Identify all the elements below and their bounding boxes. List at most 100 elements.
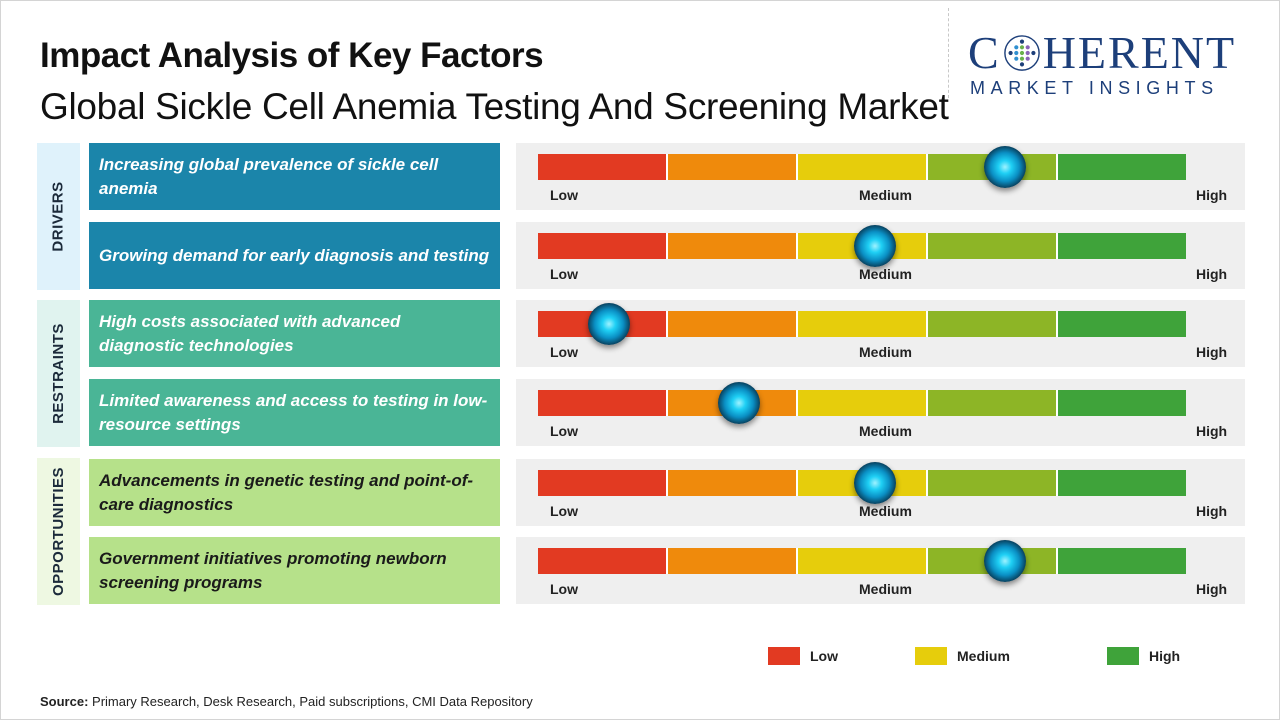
globe-dot: [1019, 45, 1024, 50]
source-text: Primary Research, Desk Research, Paid su…: [92, 694, 533, 709]
factor-label: Government initiatives promoting newborn…: [89, 537, 500, 604]
legend-item-low: Low: [768, 647, 838, 665]
page-subtitle: Global Sickle Cell Anemia Testing And Sc…: [40, 86, 949, 127]
category-opportunities: OPPORTUNITIES: [37, 458, 80, 605]
scale-tick-label: High: [1196, 423, 1228, 439]
factor-label: Increasing global prevalence of sickle c…: [89, 143, 500, 210]
globe-dot: [1013, 56, 1019, 61]
page-title: Impact Analysis of Key Factors: [40, 36, 544, 75]
globe-dot: [1013, 45, 1019, 50]
scale-segment: [538, 548, 668, 574]
factor-label: Growing demand for early diagnosis and t…: [89, 222, 500, 289]
impact-gauge-row: Low Medium High: [516, 379, 1245, 446]
legend-label: Low: [810, 648, 838, 664]
logo-wordmark: C HERENT: [968, 30, 1268, 76]
impact-indicator-knob: [717, 382, 760, 424]
scale-tick-label: Low: [550, 581, 578, 597]
category-drivers: DRIVERS: [37, 143, 80, 290]
scale-segment: [798, 390, 928, 416]
category-label: DRIVERS: [50, 181, 67, 252]
factor-label: High costs associated with advanced diag…: [89, 300, 500, 367]
globe-dot: [1019, 39, 1024, 44]
scale-segment: [798, 548, 928, 574]
impact-indicator-knob: [588, 303, 631, 345]
scale-segment: [928, 233, 1058, 259]
scale-segment: [668, 548, 798, 574]
impact-scale-bar: [538, 390, 1186, 416]
scale-segment: [1058, 233, 1186, 259]
globe-dot: [1019, 62, 1024, 67]
factor-label: Limited awareness and access to testing …: [89, 379, 500, 446]
scale-tick-label: Low: [550, 344, 578, 360]
scale-segment: [1058, 311, 1186, 337]
globe-dot: [1025, 45, 1030, 50]
scale-segment: [538, 154, 668, 180]
legend-label: High: [1149, 648, 1181, 664]
scale-segment: [538, 233, 668, 259]
scale-tick-label: High: [1196, 187, 1228, 203]
scale-tick-label: High: [1196, 503, 1228, 519]
impact-indicator-knob: [983, 540, 1026, 582]
scale-segment: [668, 233, 798, 259]
globe-dot: [1008, 50, 1013, 56]
scale-segment: [1058, 548, 1186, 574]
legend-swatch-high: [1107, 647, 1139, 665]
impact-scale-bar: [538, 548, 1186, 574]
scale-segment: [928, 311, 1058, 337]
category-label: RESTRAINTS: [50, 323, 67, 424]
scale-segment: [538, 470, 668, 496]
scale-segment: [1058, 470, 1186, 496]
logo-divider: [948, 8, 949, 98]
legend-swatch-medium: [915, 647, 947, 665]
impact-gauge-row: Low Medium High: [516, 300, 1245, 367]
scale-segment: [538, 390, 668, 416]
scale-segment: [798, 311, 928, 337]
scale-segment: [928, 390, 1058, 416]
impact-indicator-knob: [853, 225, 896, 267]
globe-dot: [1013, 50, 1019, 56]
scale-tick-label: Low: [550, 503, 578, 519]
globe-icon: [1003, 35, 1040, 71]
scale-tick-label: Medium: [859, 581, 912, 597]
scale-tick-label: Medium: [859, 266, 912, 282]
legend-label: Medium: [957, 648, 1010, 664]
logo-tagline: MARKET INSIGHTS: [970, 78, 1219, 98]
impact-gauge-row: Low Medium High: [516, 222, 1245, 289]
scale-tick-label: High: [1196, 266, 1228, 282]
globe-dot: [1025, 50, 1030, 56]
globe-dot: [1019, 56, 1024, 61]
scale-tick-label: Medium: [859, 503, 912, 519]
category-label: OPPORTUNITIES: [50, 466, 68, 597]
scale-tick-label: High: [1196, 344, 1228, 360]
scale-segment: [668, 311, 798, 337]
legend-item-medium: Medium: [915, 647, 1010, 665]
impact-gauge-row: Low Medium High: [516, 459, 1245, 526]
scale-tick-label: Low: [550, 266, 578, 282]
factor-label: Advancements in genetic testing and poin…: [89, 459, 500, 526]
impact-scale-bar: [538, 311, 1186, 337]
scale-tick-label: Low: [550, 187, 578, 203]
scale-tick-label: Medium: [859, 344, 912, 360]
source-note: Source: Primary Research, Desk Research,…: [40, 694, 533, 709]
globe-dot: [1030, 50, 1036, 56]
scale-segment: [928, 470, 1058, 496]
scale-segment: [1058, 390, 1186, 416]
scale-tick-label: Medium: [859, 187, 912, 203]
logo-letters-rest: HERENT: [1042, 27, 1237, 78]
scale-tick-label: Medium: [859, 423, 912, 439]
scale-segment: [798, 154, 928, 180]
scale-segment: [668, 470, 798, 496]
impact-indicator-knob: [853, 462, 896, 504]
impact-indicator-knob: [983, 146, 1026, 188]
source-label: Source:: [40, 694, 89, 709]
scale-segment: [1058, 154, 1186, 180]
logo-letter-c: C: [968, 27, 1001, 78]
impact-gauge-row: Low Medium High: [516, 143, 1245, 210]
scale-tick-label: Low: [550, 423, 578, 439]
scale-segment: [668, 154, 798, 180]
scale-tick-label: High: [1196, 581, 1228, 597]
brand-logo: C HERENT MARKET INSIGHTS: [968, 30, 1268, 99]
globe-dot: [1019, 50, 1024, 56]
globe-dot: [1025, 56, 1030, 61]
legend-item-high: High: [1107, 647, 1180, 665]
